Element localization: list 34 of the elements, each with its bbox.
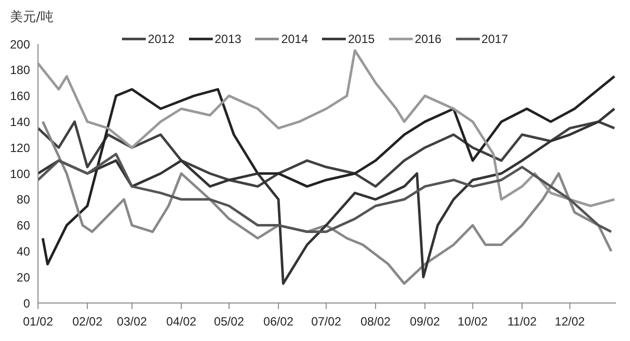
legend-label: 2015: [348, 32, 375, 46]
y-tick-label: 20: [16, 270, 30, 284]
legend-label: 2013: [214, 32, 242, 46]
y-tick-label: 120: [10, 140, 30, 155]
x-tick-label: 04/02: [166, 314, 197, 329]
legend-label: 2014: [281, 32, 308, 46]
legend-label: 2012: [148, 32, 175, 46]
x-tick-label: 11/02: [507, 314, 537, 329]
y-axis-title: 美元/吨: [10, 9, 54, 26]
y-tick-label: 40: [16, 244, 30, 258]
legend-label: 2017: [481, 32, 508, 46]
x-tick-label: 06/02: [263, 314, 294, 329]
x-tick-label: 02/02: [72, 314, 103, 329]
y-tick-label: 200: [10, 37, 30, 52]
x-tick-label: 10/02: [458, 314, 488, 329]
y-tick-label: 180: [10, 63, 30, 78]
line-series: [38, 120, 616, 188]
line-series: [42, 75, 616, 266]
y-tick-label: 0: [23, 296, 30, 310]
x-tick-label: 07/02: [311, 314, 342, 329]
y-tick-label: 160: [10, 89, 30, 104]
y-tick-label: 100: [10, 166, 30, 181]
x-tick-label: 05/02: [214, 314, 244, 329]
legend-label: 2016: [414, 32, 442, 46]
y-tick-label: 80: [16, 192, 30, 207]
x-tick-label: 09/02: [410, 314, 440, 329]
x-tick-label: 03/02: [116, 314, 148, 329]
x-tick-label: 12/02: [554, 314, 586, 329]
x-tick-label: 01/02: [22, 314, 54, 329]
line-series: [38, 152, 612, 234]
line-series: [38, 49, 616, 208]
y-tick-label: 140: [10, 114, 30, 129]
x-tick-label: 08/02: [360, 314, 391, 329]
y-tick-label: 60: [16, 218, 30, 233]
